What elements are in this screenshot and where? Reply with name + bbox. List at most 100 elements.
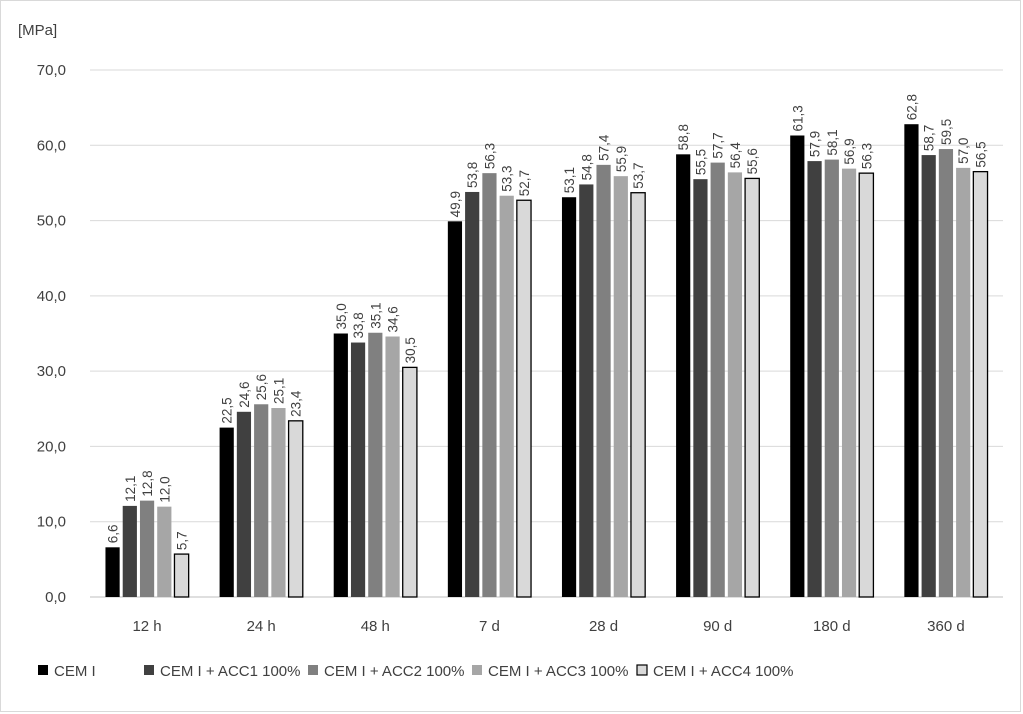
bar: [676, 154, 691, 597]
bar: [807, 161, 822, 598]
legend-swatch: [472, 665, 482, 675]
x-tick-label: 24 h: [247, 618, 276, 635]
data-label: 53,3: [500, 165, 515, 191]
data-label: 55,9: [614, 146, 629, 172]
bar: [938, 149, 954, 598]
data-label: 23,4: [289, 390, 304, 417]
bar: [465, 191, 480, 597]
bar: [579, 184, 594, 598]
x-tick-label: 7 d: [479, 618, 500, 635]
data-label: 55,5: [693, 149, 708, 175]
bar: [402, 366, 418, 598]
data-label: 56,3: [859, 143, 874, 169]
legend-label: CEM I + ACC2 100%: [324, 663, 464, 680]
data-label: 33,8: [351, 312, 366, 338]
data-label: 30,5: [403, 337, 418, 363]
data-label: 58,7: [922, 125, 937, 151]
data-label: 49,9: [448, 191, 463, 217]
data-label: 35,1: [368, 302, 383, 328]
data-label: 57,0: [956, 138, 971, 164]
bar: [271, 408, 286, 597]
y-tick-label: 50,0: [37, 213, 66, 230]
bar: [350, 342, 366, 597]
x-tick-labels: 12 h 24 h 48 h 7 d 28 d 90 d 180 d 360 d: [132, 618, 964, 635]
data-label: 57,4: [597, 134, 612, 161]
bar: [858, 172, 875, 598]
y-tick-label: 0,0: [45, 589, 66, 606]
y-axis-title: [MPa]: [18, 22, 57, 39]
data-label: 12,8: [140, 470, 155, 496]
legend: CEM I CEM I + ACC1 100% CEM I + ACC2 100% C…: [38, 663, 793, 680]
y-tick-label: 30,0: [37, 363, 66, 380]
bar: [972, 170, 989, 598]
data-label: 56,9: [842, 138, 857, 164]
bar: [139, 500, 155, 597]
bar: [157, 506, 172, 597]
data-label: 12,0: [157, 476, 172, 502]
data-label: 58,8: [676, 124, 691, 150]
bar: [693, 179, 708, 597]
data-label: 56,4: [728, 142, 743, 169]
data-labels: 6,6 12,1 12,8 12,0 5,7 22,524,6 25,6 25,1 23,4 35…: [106, 94, 989, 550]
data-label: 35,0: [334, 303, 349, 329]
bar: [956, 167, 971, 597]
bar: [596, 164, 611, 598]
bar: [219, 427, 234, 597]
legend-swatch: [38, 665, 48, 675]
bar: [516, 199, 532, 598]
bar: [333, 333, 348, 597]
data-label: 24,6: [237, 382, 252, 408]
bar: [105, 547, 120, 597]
bar: [173, 553, 190, 598]
data-label: 54,8: [579, 154, 594, 180]
data-label: 61,3: [790, 105, 805, 131]
legend-label: CEM I + ACC1 100%: [160, 663, 300, 680]
y-tick-label: 10,0: [37, 514, 66, 531]
bar: [921, 155, 936, 597]
data-label: 57,7: [711, 132, 726, 158]
x-tick-label: 360 d: [927, 618, 965, 635]
bar: [368, 332, 383, 597]
y-tick-labels: 0,0 10,0 20,0 30,0 40,0 50,0 60,0 70,0: [37, 62, 66, 606]
data-label: 25,1: [271, 378, 286, 404]
y-tick-label: 70,0: [37, 62, 66, 79]
bar: [630, 192, 646, 598]
legend-label: CEM I + ACC4 100%: [653, 663, 793, 680]
bar: [482, 173, 497, 598]
legend-swatch: [144, 665, 154, 675]
data-label: 53,1: [562, 167, 577, 193]
bar: [710, 162, 725, 597]
bar: [287, 420, 304, 598]
bar: [904, 124, 919, 597]
bar: [385, 336, 400, 597]
legend-swatch: [308, 665, 318, 675]
bar: [727, 172, 743, 598]
y-tick-label: 20,0: [37, 438, 66, 455]
y-tick-label: 40,0: [37, 288, 66, 305]
bar: [254, 404, 269, 597]
bar: [824, 159, 839, 597]
bar: [447, 221, 463, 597]
data-label: 22,5: [220, 397, 235, 423]
bar: [561, 197, 577, 598]
bar: [790, 135, 805, 597]
bar: [236, 411, 252, 597]
x-tick-label: 28 d: [589, 618, 618, 635]
data-label: 6,6: [106, 525, 121, 544]
data-label: 56,5: [973, 141, 988, 167]
bar: [744, 177, 760, 598]
data-label: 59,5: [939, 119, 954, 145]
data-label: 56,3: [482, 143, 497, 169]
x-tick-label: 90 d: [703, 618, 732, 635]
x-tick-label: 12 h: [132, 618, 161, 635]
data-label: 62,8: [904, 94, 919, 120]
data-label: 53,7: [631, 162, 646, 188]
x-tick-label: 48 h: [361, 618, 390, 635]
data-label: 25,6: [254, 374, 269, 400]
y-tick-label: 60,0: [37, 137, 66, 154]
data-label: 55,6: [745, 148, 760, 174]
data-label: 52,7: [517, 170, 532, 196]
legend-swatch: [636, 664, 648, 676]
